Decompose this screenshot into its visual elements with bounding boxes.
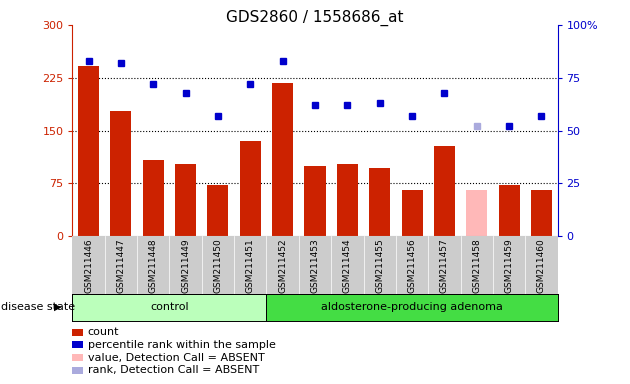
Text: aldosterone-producing adenoma: aldosterone-producing adenoma <box>321 302 503 312</box>
Bar <box>175 164 196 236</box>
Bar <box>369 168 390 236</box>
Text: GDS2860 / 1558686_at: GDS2860 / 1558686_at <box>226 10 404 26</box>
Text: GSM211459: GSM211459 <box>505 238 513 293</box>
Text: rank, Detection Call = ABSENT: rank, Detection Call = ABSENT <box>88 365 259 375</box>
Text: GSM211453: GSM211453 <box>311 238 319 293</box>
Bar <box>531 190 552 236</box>
Bar <box>78 66 99 236</box>
Bar <box>401 190 423 236</box>
Bar <box>143 160 164 236</box>
Text: GSM211456: GSM211456 <box>408 238 416 293</box>
Bar <box>207 185 229 236</box>
Text: percentile rank within the sample: percentile rank within the sample <box>88 340 275 350</box>
Text: GSM211447: GSM211447 <box>117 238 125 293</box>
Bar <box>272 83 293 236</box>
Text: count: count <box>88 327 119 337</box>
Text: disease state: disease state <box>1 302 76 312</box>
Bar <box>466 190 487 236</box>
Text: ▶: ▶ <box>54 302 62 312</box>
Text: GSM211455: GSM211455 <box>375 238 384 293</box>
Bar <box>304 166 326 236</box>
Text: GSM211452: GSM211452 <box>278 238 287 293</box>
Text: GSM211458: GSM211458 <box>472 238 481 293</box>
Text: GSM211448: GSM211448 <box>149 238 158 293</box>
Bar <box>72 294 266 321</box>
Text: GSM211457: GSM211457 <box>440 238 449 293</box>
Text: GSM211449: GSM211449 <box>181 238 190 293</box>
Bar <box>498 185 520 236</box>
Text: GSM211451: GSM211451 <box>246 238 255 293</box>
Text: GSM211450: GSM211450 <box>214 238 222 293</box>
Bar <box>337 164 358 236</box>
Text: GSM211460: GSM211460 <box>537 238 546 293</box>
Text: control: control <box>150 302 189 312</box>
Bar <box>110 111 132 236</box>
Bar <box>434 146 455 236</box>
Text: value, Detection Call = ABSENT: value, Detection Call = ABSENT <box>88 353 265 362</box>
Text: GSM211446: GSM211446 <box>84 238 93 293</box>
Bar <box>240 141 261 236</box>
Bar <box>266 294 558 321</box>
Text: GSM211454: GSM211454 <box>343 238 352 293</box>
